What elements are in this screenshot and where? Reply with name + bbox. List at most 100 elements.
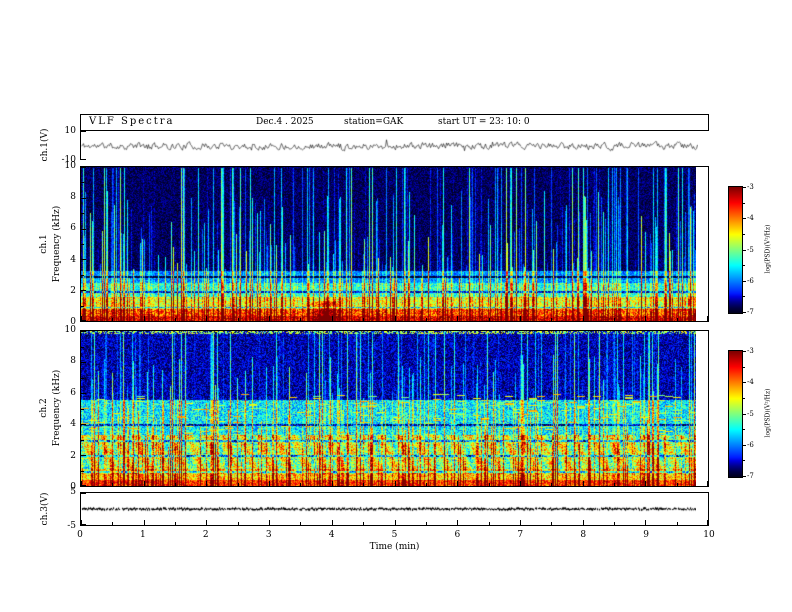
x-minor-tick: [112, 522, 113, 525]
x-minor-tick: [363, 318, 364, 321]
colorbar-tick-label: -3: [747, 347, 754, 355]
x-minor-tick: [175, 318, 176, 321]
y-tick: [81, 259, 86, 260]
x-tick-label: 7: [517, 530, 524, 540]
colorbar-tick-label: -7: [747, 472, 754, 480]
x-minor-tick: [112, 318, 113, 321]
station-label: station=GAK: [344, 117, 404, 127]
y-tick-label: -5: [67, 521, 76, 531]
colorbar-tick: [743, 413, 746, 415]
x-tick-label: 0: [77, 530, 83, 540]
x-tick: [520, 481, 521, 486]
plot-title: VLF Spectra: [89, 116, 175, 127]
x-tick: [583, 520, 584, 525]
colorbar-tick-label: -7: [747, 308, 754, 316]
colorbar-tick: [743, 249, 746, 251]
x-minor-tick: [551, 483, 552, 486]
y-tick: [81, 493, 86, 494]
x-tick: [583, 481, 584, 486]
x-tick: [645, 316, 646, 321]
x-tick-label: 1: [140, 530, 146, 540]
x-tick: [269, 481, 270, 486]
x-tick-label: 2: [202, 530, 209, 540]
x-minor-tick: [551, 522, 552, 525]
x-tick: [457, 316, 458, 321]
colorbar-ch2-unit-label: log(PSD)(V²/Hz): [764, 388, 772, 438]
x-tick: [457, 520, 458, 525]
y-minor-tick: [81, 275, 84, 276]
x-tick: [332, 520, 333, 525]
x-tick: [645, 481, 646, 486]
colorbar-tick: [743, 382, 746, 384]
x-tick: [81, 316, 82, 321]
y-tick: [81, 167, 86, 168]
x-tick: [144, 520, 145, 525]
y-tick: [81, 131, 86, 132]
ch2-spectrogram-panel: [80, 330, 709, 487]
x-tick: [707, 520, 708, 525]
x-minor-tick: [614, 522, 615, 525]
y-tick-label: 4: [70, 254, 76, 265]
y-tick: [81, 331, 86, 332]
y-tick: [81, 455, 86, 456]
y-minor-tick: [81, 213, 84, 214]
x-minor-tick: [426, 318, 427, 321]
colorbar-tick: [743, 187, 746, 188]
colorbar-tick: [743, 218, 746, 220]
colorbar-ch1-canvas: [729, 187, 742, 313]
y-minor-tick: [81, 347, 84, 348]
y-tick: [81, 290, 86, 291]
x-minor-tick: [175, 483, 176, 486]
y-tick: [81, 159, 86, 160]
x-minor-tick: [112, 483, 113, 486]
x-tick: [144, 481, 145, 486]
x-minor-tick: [300, 318, 301, 321]
ch3-waveform-panel: [80, 492, 709, 526]
y-minor-tick: [81, 471, 84, 472]
y-tick-label: 4: [70, 419, 76, 430]
x-minor-tick: [614, 483, 615, 486]
y-tick-label: 2: [70, 450, 76, 461]
y-minor-tick: [81, 182, 84, 183]
y-tick-label: 2: [70, 285, 76, 296]
y-minor-tick: [81, 409, 84, 410]
colorbar-tick: [743, 351, 746, 352]
x-tick: [206, 520, 207, 525]
y-minor-tick: [81, 306, 84, 307]
x-tick: [520, 520, 521, 525]
y-tick: [81, 362, 86, 363]
x-tick: [81, 481, 82, 486]
x-tick: [645, 520, 646, 525]
x-tick-label: 5: [391, 530, 398, 540]
x-tick: [269, 520, 270, 525]
ch1-waveform-canvas: [81, 131, 698, 160]
colorbar-tick: [743, 312, 746, 313]
x-tick: [81, 520, 82, 525]
x-axis-label: Time (min): [369, 542, 420, 552]
x-tick-label: 3: [265, 530, 272, 540]
y-tick: [81, 320, 86, 321]
ch1-spectrogram-canvas: [81, 167, 696, 321]
x-tick-label: 6: [454, 530, 461, 540]
y-tick-label: 10: [64, 126, 76, 136]
y-tick: [81, 524, 86, 525]
x-minor-tick: [363, 522, 364, 525]
y-tick: [81, 198, 86, 199]
y-tick-label: -10: [61, 155, 77, 165]
x-tick: [206, 316, 207, 321]
y-minor-tick: [81, 440, 84, 441]
colorbar-minor-tick: [743, 202, 745, 204]
x-tick: [707, 481, 708, 486]
colorbar-tick-label: -5: [747, 409, 754, 418]
x-minor-tick: [300, 522, 301, 525]
colorbar-ch1-unit-label: log(PSD)(V²/Hz): [764, 224, 772, 274]
x-minor-tick: [489, 318, 490, 321]
plot-date: Dec.4 . 2025: [256, 117, 314, 127]
colorbar-ch2: [728, 350, 743, 478]
colorbar-tick-label: -4: [747, 214, 754, 223]
colorbar-minor-tick: [743, 233, 745, 235]
y-tick-label: 6: [70, 387, 76, 398]
colorbar-tick-label: -3: [747, 183, 754, 191]
ch2-frequency-axis-label: Frequency (kHz): [52, 369, 62, 447]
